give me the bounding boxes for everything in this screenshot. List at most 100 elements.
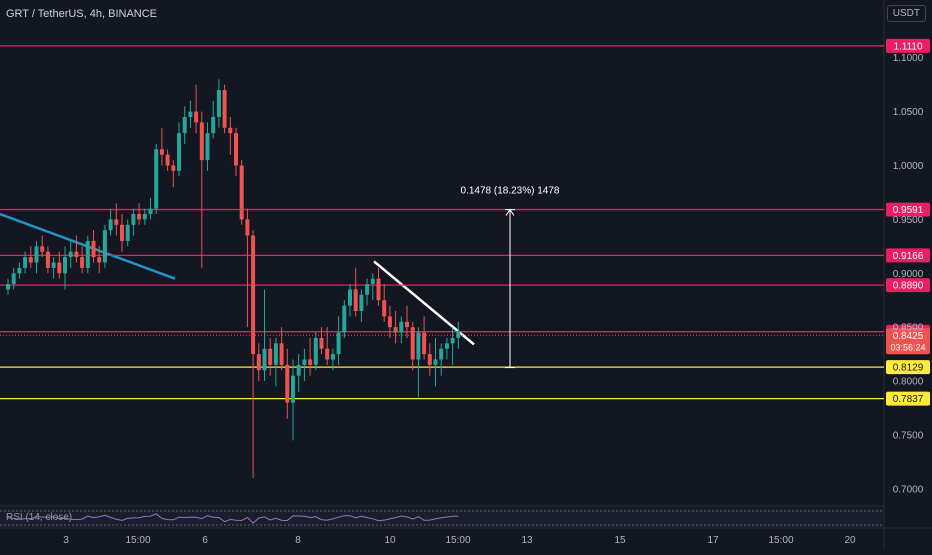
measure-arrow-icon: [505, 208, 515, 216]
candle-body: [148, 208, 153, 214]
candle-body: [319, 337, 324, 349]
candle-body: [376, 278, 381, 301]
candle-body: [6, 284, 10, 290]
candle-body: [182, 117, 187, 134]
x-tick-label: 17: [707, 535, 719, 546]
candle-body: [342, 305, 347, 333]
candle-body: [125, 224, 130, 241]
candle-body: [97, 257, 102, 263]
candle-body: [57, 262, 62, 274]
x-tick-label: 20: [844, 535, 856, 546]
x-tick-label: 6: [202, 535, 208, 546]
candle-body: [279, 343, 284, 365]
candle-body: [405, 321, 409, 328]
candle-body: [63, 257, 67, 274]
candle-body: [80, 257, 85, 268]
candle-body: [245, 219, 250, 236]
candle-body: [45, 251, 50, 268]
candle-body: [171, 165, 176, 171]
currency-badge[interactable]: USDT: [886, 5, 926, 22]
candle-body: [450, 337, 455, 344]
y-tick-label: 1.0500: [893, 107, 924, 118]
measure-label: 0.1478 (18.23%) 1478: [461, 186, 560, 197]
candle-body: [393, 327, 398, 333]
x-tick-label: 8: [295, 535, 301, 546]
price-level-label: 1.1110: [893, 41, 923, 52]
x-tick-label: 15:00: [445, 535, 470, 546]
candle-body: [68, 251, 73, 258]
candle-body: [239, 165, 244, 220]
candle-body: [359, 294, 364, 311]
candle-body: [177, 133, 181, 171]
price-level-label: 0.8890: [893, 281, 924, 292]
price-level-badge: [886, 248, 930, 263]
candle-body: [131, 214, 136, 225]
x-tick-label: 15:00: [768, 535, 793, 546]
descending-trendline-white[interactable]: [373, 260, 475, 346]
candle-body: [336, 332, 341, 355]
candle-body: [165, 154, 170, 166]
y-tick-label: 0.7000: [893, 484, 924, 495]
candle-body: [456, 331, 461, 338]
candle-body: [74, 251, 79, 258]
x-tick-label: 13: [521, 535, 533, 546]
candle-body: [108, 219, 113, 231]
candle-body: [382, 300, 387, 317]
candle-body: [17, 267, 22, 274]
candle-body: [234, 133, 238, 166]
y-tick-label: 0.8500: [893, 323, 924, 334]
candle-body: [302, 359, 307, 365]
candle-body: [256, 354, 261, 371]
candle-body: [348, 289, 352, 306]
candle-body: [251, 235, 256, 355]
candle-body: [433, 359, 438, 365]
candle-body: [205, 133, 210, 161]
candle-body: [353, 289, 358, 311]
candle-body: [216, 90, 221, 117]
candle-body: [399, 321, 404, 333]
y-tick-label: 0.9000: [893, 269, 924, 280]
y-tick-label: 1.0000: [893, 161, 924, 172]
price-level-badge: [886, 38, 930, 53]
candle-body: [222, 90, 227, 128]
candle-body: [291, 375, 295, 403]
candle-body: [154, 149, 159, 209]
candle-body: [444, 343, 449, 349]
candle-body: [365, 284, 370, 295]
candle-body: [188, 111, 193, 117]
x-tick-label: 3: [63, 535, 69, 546]
x-tick-label: 15:00: [125, 535, 150, 546]
candle-body: [387, 316, 392, 328]
candle-body: [370, 278, 375, 285]
candle-body: [330, 354, 335, 360]
candle-body: [427, 354, 432, 365]
candle-body: [34, 246, 39, 263]
price-level-badge: [886, 202, 930, 217]
rsi-line: [7, 513, 459, 524]
y-tick-label: 0.8000: [893, 377, 924, 388]
price-level-badge: [886, 391, 930, 406]
y-tick-label: 1.1000: [893, 53, 924, 64]
candle-body: [51, 262, 56, 268]
candle-body: [194, 111, 199, 123]
symbol-title: GRT / TetherUS, 4h, BINANCE: [6, 8, 158, 20]
candle-body: [273, 343, 278, 365]
candle-body: [91, 240, 96, 258]
candle-body: [325, 348, 330, 360]
candle-body: [308, 359, 313, 365]
candle-body: [422, 332, 427, 355]
candle-body: [262, 348, 267, 371]
candle-body: [102, 230, 107, 263]
last-price-badge: [886, 328, 930, 355]
candle-body: [410, 327, 415, 360]
candle-body: [28, 257, 33, 263]
candle-body: [40, 246, 45, 252]
candle-body: [285, 364, 290, 403]
y-tick-label: 0.7500: [893, 430, 924, 441]
candle-body: [268, 348, 273, 365]
rsi-label: RSI (14, close): [6, 512, 73, 523]
x-tick-label: 15: [614, 535, 626, 546]
last-price-label: 0.8425: [893, 331, 924, 342]
